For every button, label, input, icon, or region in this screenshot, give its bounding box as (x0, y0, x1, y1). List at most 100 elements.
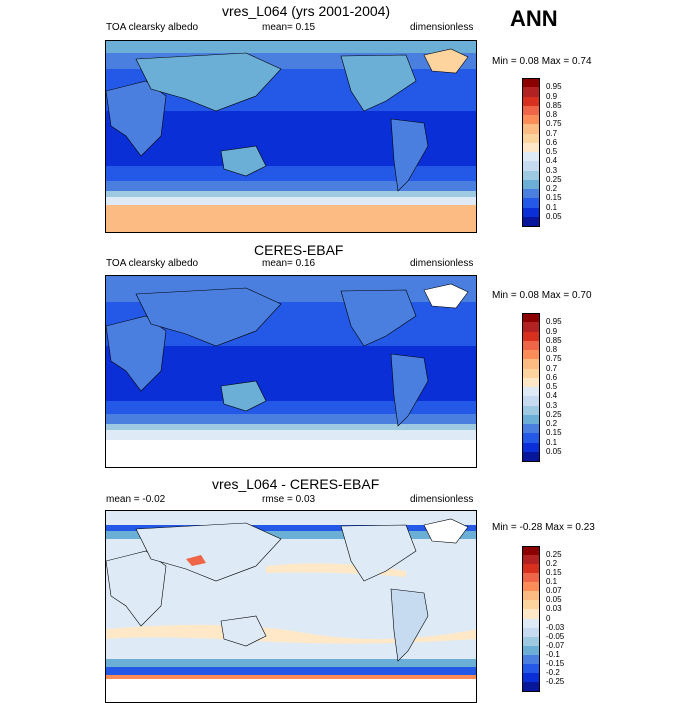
colorbar-tick-label: 0.1 (546, 202, 558, 212)
map-southern-band-3 (106, 197, 476, 205)
colorbar-tick-label: 0.3 (546, 165, 558, 175)
map-greenland (423, 518, 469, 544)
colorbar-tick-label: -0.1 (546, 649, 560, 659)
colorbar-tick-label: 0.75 (546, 354, 562, 364)
colorbar-tick-label: 0.9 (546, 91, 558, 101)
colorbar-tick-label: 0.2 (546, 419, 558, 428)
colorbar-tick-label: 0.5 (546, 147, 558, 156)
colorbar-segment (522, 645, 540, 656)
colorbar-tick-label: 0.15 (546, 568, 562, 578)
map-southern-pos-band (106, 624, 476, 644)
map-greenland (423, 283, 469, 309)
colorbar-segment (522, 609, 540, 619)
colorbar-segment (522, 555, 540, 565)
map-australia (220, 380, 267, 412)
colorbar-tick-label: 0.85 (546, 100, 562, 110)
colorbar-tick-label: 0.2 (546, 184, 558, 193)
panel-1-mean-label: mean= 0.15 (262, 22, 316, 33)
colorbar-segment (522, 133, 540, 144)
colorbar-segment (522, 387, 540, 397)
map-antarctic-edge (106, 675, 476, 679)
colorbar-tick-label: 0.9 (546, 326, 558, 336)
colorbar-tick-label: 0.07 (546, 586, 562, 596)
colorbar-segment (522, 350, 540, 360)
colorbar-segment (522, 170, 540, 181)
colorbar-segment (522, 368, 540, 379)
colorbar-tick-label: -0.03 (546, 622, 565, 632)
colorbar-tick-label: 0 (546, 613, 551, 623)
map-north-america (340, 524, 417, 582)
colorbar-segment (522, 322, 540, 332)
colorbar-tick-label: -0.05 (546, 631, 565, 641)
colorbar-segment (522, 396, 540, 406)
colorbar-tick-label: 0.4 (546, 156, 558, 166)
map-antarctica (106, 440, 476, 467)
colorbar-segment (522, 663, 540, 674)
colorbar-tick-label: 0.05 (546, 595, 562, 605)
colorbar-tick-label: 0.6 (546, 137, 558, 147)
panel-3-units-label: dimensionless (410, 494, 474, 505)
panel-3-mean-label: mean = -0.02 (106, 494, 166, 505)
colorbar-segment (522, 636, 540, 647)
panel-1-colorbar (522, 78, 540, 227)
colorbar-tick-label: 0.1 (546, 437, 558, 447)
colorbar-segment (522, 142, 540, 153)
colorbar-tick-label: 0.95 (546, 317, 562, 327)
colorbar-tick-label: 0.8 (546, 345, 558, 354)
colorbar-tick-label: 0.25 (546, 174, 562, 184)
colorbar-tick-label: 0.25 (546, 409, 562, 419)
panel-2-title: CERES-EBAF (254, 242, 344, 258)
colorbar-segment (522, 451, 540, 462)
panel-2-mean-label: mean= 0.16 (262, 258, 316, 269)
map-australia (220, 145, 267, 177)
colorbar-segment (522, 198, 540, 208)
map-southern-band-2 (106, 424, 476, 432)
panel-3-rmse-label: rmse = 0.03 (262, 494, 316, 505)
colorbar-tick-label: 0.1 (546, 577, 558, 587)
map-eurasia (135, 522, 282, 582)
colorbar-tick-label: -0.2 (546, 667, 560, 677)
map-arctic-neg-band-2 (106, 531, 476, 539)
colorbar-segment (522, 115, 540, 125)
colorbar-tick-label: 0.8 (546, 110, 558, 119)
colorbar-segment (522, 340, 540, 351)
colorbar-tick-label: 0.7 (546, 363, 558, 373)
colorbar-segment (522, 313, 540, 323)
colorbar-tick-label: 0.25 (546, 550, 562, 560)
colorbar-segment (522, 654, 540, 665)
colorbar-segment (522, 105, 540, 116)
map-north-america (340, 54, 417, 112)
colorbar-tick-label: 0.5 (546, 382, 558, 391)
colorbar-segment (522, 216, 540, 227)
colorbar-tick-label: 0.7 (546, 128, 558, 138)
map-eurasia (135, 287, 282, 347)
panel-1-minmax: Min = 0.08 Max = 0.74 (492, 56, 592, 67)
map-arctic-ice (106, 41, 476, 53)
panel-3-map-svg (106, 511, 476, 697)
panel-1-variable-label: TOA clearsky albedo (106, 22, 199, 33)
colorbar-segment (522, 405, 540, 416)
map-north-america (340, 289, 417, 347)
panel-2-map (105, 275, 477, 468)
panel-3-minmax: Min = -0.28 Max = 0.23 (492, 522, 595, 533)
colorbar-segment (522, 600, 540, 610)
colorbar-tick-label: -0.07 (546, 640, 565, 650)
map-south-america (390, 353, 429, 427)
colorbar-tick-label: 0.95 (546, 82, 562, 92)
colorbar-tick-label: 0.05 (546, 446, 562, 456)
colorbar-tick-label: 0.15 (546, 428, 562, 438)
season-label: ANN (510, 6, 558, 31)
panel-3-colorbar (522, 546, 540, 692)
panel-2-variable-label: TOA clearsky albedo (106, 258, 199, 269)
colorbar-segment (522, 331, 540, 342)
panel-1-map-svg (106, 41, 476, 232)
colorbar-segment (522, 189, 540, 199)
colorbar-segment (522, 582, 540, 592)
colorbar-tick-label: 0.75 (546, 119, 562, 129)
colorbar-segment (522, 207, 540, 218)
map-south-america (390, 588, 429, 662)
map-south-america (390, 118, 429, 192)
panel-1-map (105, 40, 477, 233)
panel-2-colorbar (522, 313, 540, 462)
panel-3-map (105, 510, 477, 703)
